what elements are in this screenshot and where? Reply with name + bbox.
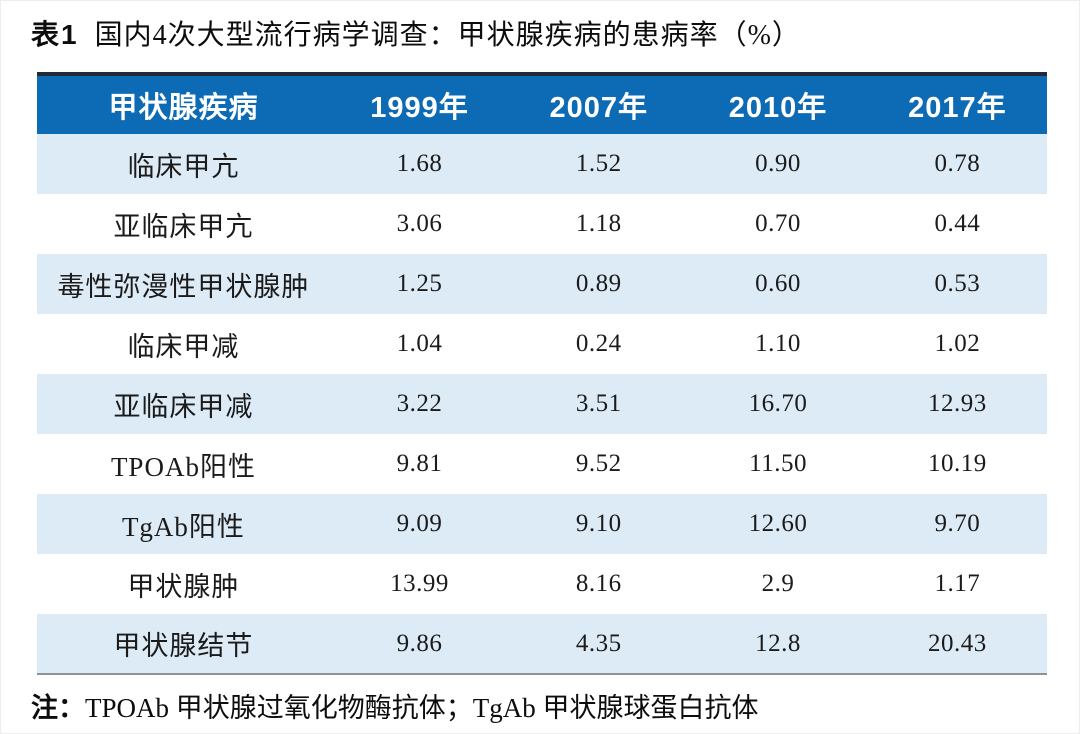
table-row: 亚临床甲亢 3.06 1.18 0.70 0.44 <box>37 194 1047 254</box>
prevalence-value-cell: 3.22 <box>396 390 443 417</box>
prevalence-value-cell: 9.70 <box>934 510 981 537</box>
table-row: 亚临床甲减 3.22 3.51 16.70 12.93 <box>37 374 1047 434</box>
prevalence-value-cell: 4.35 <box>575 629 622 657</box>
prevalence-value-cell: 13.99 <box>390 570 449 597</box>
prevalence-value-cell: 8.16 <box>575 570 622 597</box>
table-body: 临床甲亢 1.68 1.52 0.90 0.78 亚临床甲亢 3.06 1.18 0.70 0.4… <box>37 134 1047 674</box>
prevalence-value-cell: 12.60 <box>748 510 808 537</box>
prevalence-value-cell: 0.24 <box>575 330 622 357</box>
disease-name-cell: 临床甲减 <box>127 331 240 362</box>
table-row: 甲状腺肿 13.99 8.16 2.9 1.17 <box>37 554 1047 614</box>
column-header-disease: 甲状腺疾病 <box>108 92 259 124</box>
prevalence-value-cell: 0.60 <box>755 270 801 297</box>
prevalence-value-cell: 10.19 <box>927 450 987 477</box>
table-row: 临床甲亢 1.68 1.52 0.90 0.78 <box>37 134 1047 194</box>
prevalence-value-cell: 0.89 <box>575 270 622 297</box>
prevalence-value-cell: 20.43 <box>927 629 987 657</box>
prevalence-value-cell: 1.02 <box>934 330 981 357</box>
prevalence-table: 甲状腺疾病 1999年 2007年 2010年 2017年 临床甲亢 1.68 1.52 0.… <box>37 72 1047 675</box>
table-caption-text: 国内4次大型流行病学调查：甲状腺疾病的患病率（%） <box>94 20 801 51</box>
table-caption: 表1 国内4次大型流行病学调查：甲状腺疾病的患病率（%） <box>31 13 1045 58</box>
prevalence-value-cell: 3.06 <box>396 210 443 237</box>
disease-name-cell: 亚临床甲减 <box>113 391 254 422</box>
table-footnote-text: TPOAb 甲状腺过氧化物酶抗体；TgAb 甲状腺球蛋白抗体 <box>85 693 759 723</box>
prevalence-value-cell: 1.52 <box>575 150 622 177</box>
disease-name-cell: 甲状腺结节 <box>113 631 254 661</box>
prevalence-value-cell: 0.78 <box>934 150 981 177</box>
prevalence-value-cell: 9.86 <box>396 629 443 657</box>
disease-name-cell: TgAb阳性 <box>121 511 245 542</box>
prevalence-value-cell: 1.25 <box>396 270 443 297</box>
prevalence-value-cell: 2.9 <box>761 570 795 597</box>
prevalence-value-cell: 0.53 <box>934 270 981 297</box>
prevalence-value-cell: 16.70 <box>748 390 808 417</box>
table-row: 甲状腺结节 9.86 4.35 12.8 20.43 <box>37 614 1047 674</box>
column-header-year: 2010年 <box>728 92 828 124</box>
prevalence-value-cell: 12.8 <box>755 629 801 657</box>
table-row: 临床甲减 1.04 0.24 1.10 1.02 <box>37 314 1047 374</box>
disease-name-cell: TPOAb阳性 <box>110 451 256 482</box>
prevalence-value-cell: 9.52 <box>575 450 622 477</box>
prevalence-value-cell: 0.90 <box>755 150 801 177</box>
disease-name-cell: 毒性弥漫性甲状腺肿 <box>57 271 310 302</box>
prevalence-value-cell: 3.51 <box>575 390 622 417</box>
prevalence-value-cell: 12.93 <box>927 390 987 417</box>
table-header-row: 甲状腺疾病 1999年 2007年 2010年 2017年 <box>37 74 1047 134</box>
prevalence-value-cell: 9.10 <box>575 510 622 537</box>
prevalence-value-cell: 1.68 <box>396 150 443 177</box>
prevalence-value-cell: 0.44 <box>934 210 981 237</box>
disease-name-cell: 亚临床甲亢 <box>113 211 254 242</box>
disease-name-cell: 临床甲亢 <box>127 151 240 182</box>
prevalence-value-cell: 1.18 <box>575 210 622 237</box>
table-footnote: 注：TPOAb 甲状腺过氧化物酶抗体；TgAb 甲状腺球蛋白抗体 <box>31 690 1045 726</box>
column-header-year: 2007年 <box>549 92 649 124</box>
table-row: TPOAb阳性 9.81 9.52 11.50 10.19 <box>37 434 1047 494</box>
prevalence-value-cell: 1.10 <box>755 330 801 357</box>
prevalence-value-cell: 11.50 <box>749 450 807 477</box>
column-header-year: 2017年 <box>908 92 1007 124</box>
prevalence-value-cell: 9.09 <box>396 510 443 537</box>
table-row: TgAb阳性 9.09 9.10 12.60 9.70 <box>37 494 1047 554</box>
prevalence-value-cell: 1.04 <box>396 330 443 357</box>
table-row: 毒性弥漫性甲状腺肿 1.25 0.89 0.60 0.53 <box>37 254 1047 314</box>
prevalence-value-cell: 9.81 <box>396 450 443 477</box>
column-header-year: 1999年 <box>370 92 469 124</box>
disease-name-cell: 甲状腺肿 <box>127 571 240 602</box>
prevalence-value-cell: 1.17 <box>934 570 981 597</box>
prevalence-value-cell: 0.70 <box>755 210 801 237</box>
table-footnote-label: 注： <box>31 693 85 723</box>
table-caption-number: 表1 <box>31 19 79 50</box>
